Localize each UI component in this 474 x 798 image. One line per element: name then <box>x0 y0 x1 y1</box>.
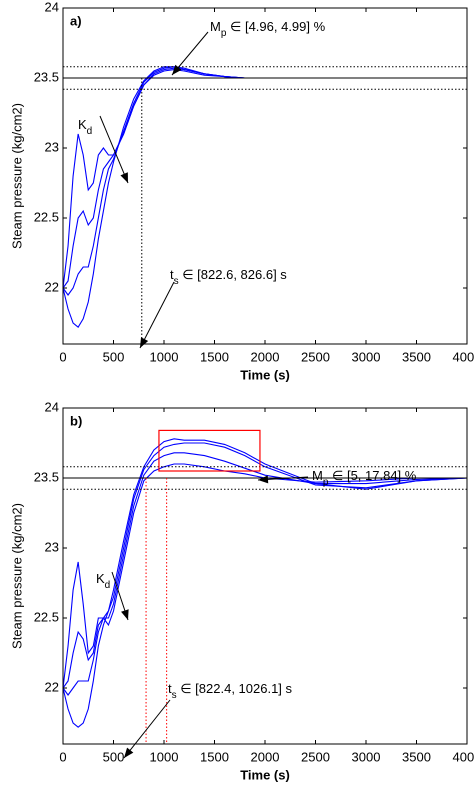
annotation: Kd <box>78 117 92 136</box>
arrow-head <box>124 747 134 758</box>
annotation: Mp ∈ [5, 17.84] % <box>312 468 417 487</box>
y-tick-label: 24 <box>45 399 59 414</box>
x-tick-label: 3500 <box>402 349 431 364</box>
annotation: Mp ∈ [4.96, 4.99] % <box>210 19 326 38</box>
x-tick-label: 1000 <box>150 349 179 364</box>
x-tick-label: 500 <box>103 349 125 364</box>
annotation-part: t <box>168 681 172 696</box>
x-tick-label: 3000 <box>352 749 381 764</box>
x-tick-label: 0 <box>59 749 66 764</box>
annotation: ts ∈ [822.6, 826.6] s <box>170 267 287 286</box>
annotation-part: K <box>96 571 105 586</box>
line <box>63 438 467 728</box>
y-tick-label: 22 <box>45 279 59 294</box>
annotation-part: p <box>323 477 329 488</box>
x-tick-label: 1000 <box>150 749 179 764</box>
annotation-part: t <box>170 267 174 282</box>
x-axis-label: Time (s) <box>240 367 290 382</box>
annotation-part: M <box>210 19 221 34</box>
plot-area <box>63 8 467 344</box>
annotation-part: s <box>172 690 177 701</box>
y-tick-label: 23 <box>45 139 59 154</box>
annotation-part: K <box>78 117 87 132</box>
x-tick-label: 2500 <box>301 349 330 364</box>
y-axis-label: Steam pressure (kg/cm2) <box>9 503 24 649</box>
x-tick-label: 2000 <box>251 349 280 364</box>
x-axis-label: Time (s) <box>240 767 290 782</box>
arrow-line <box>99 115 129 184</box>
line <box>63 452 467 689</box>
series-group <box>63 438 467 744</box>
y-tick-label: 23.5 <box>34 69 59 84</box>
arrow-head <box>258 475 269 484</box>
arrow-line <box>123 699 171 759</box>
annotation-part: p <box>221 28 227 39</box>
x-tick-label: 3000 <box>352 349 381 364</box>
x-tick-label: 0 <box>59 349 66 364</box>
annotation-part: d <box>105 580 111 591</box>
panel-label: b) <box>70 413 82 428</box>
panel-label: a) <box>70 13 82 28</box>
x-tick-label: 500 <box>103 749 125 764</box>
x-tick-label: 4000 <box>453 349 474 364</box>
x-tick-label: 3500 <box>402 749 431 764</box>
arrow-head <box>172 64 182 75</box>
x-tick-label: 4000 <box>453 749 474 764</box>
annotation-part: s <box>174 276 179 287</box>
x-tick-label: 1500 <box>200 349 229 364</box>
annotation: ts ∈ [822.4, 1026.1] s <box>168 681 293 700</box>
arrow-line <box>139 281 175 349</box>
x-tick-label: 2500 <box>301 749 330 764</box>
x-tick-label: 1500 <box>200 749 229 764</box>
y-tick-label: 24 <box>45 0 59 14</box>
series-group <box>63 66 467 344</box>
highlight-box <box>158 429 261 472</box>
annotation-part: ∈ [822.6, 826.6] s <box>179 267 288 282</box>
y-tick-label: 23.5 <box>34 469 59 484</box>
annotation-part: ∈ [822.4, 1026.1] s <box>177 681 293 696</box>
y-tick-label: 22 <box>45 679 59 694</box>
annotation-part: M <box>312 468 323 483</box>
annotation: Kd <box>96 571 110 590</box>
arrow-head <box>140 337 149 348</box>
y-tick-label: 22.5 <box>34 609 59 624</box>
arrow-head <box>121 609 129 620</box>
annotation-part: ∈ [5, 17.84] % <box>328 468 416 483</box>
annotation-part: d <box>87 126 93 137</box>
y-tick-label: 23 <box>45 539 59 554</box>
line <box>63 442 467 696</box>
y-axis-label: Steam pressure (kg/cm2) <box>9 103 24 249</box>
arrow-head <box>120 172 128 183</box>
x-tick-label: 2000 <box>251 749 280 764</box>
annotation-part: ∈ [4.96, 4.99] % <box>226 19 325 34</box>
line <box>63 463 467 689</box>
y-tick-label: 22.5 <box>34 209 59 224</box>
